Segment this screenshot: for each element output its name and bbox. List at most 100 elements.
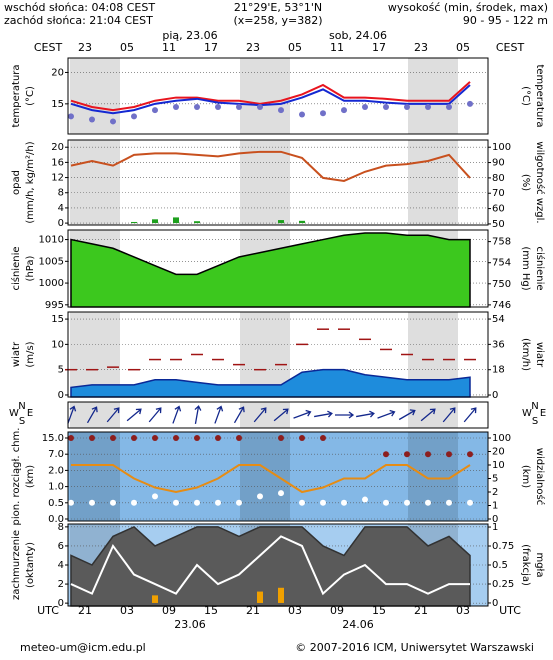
y-axis-label: (km): [25, 465, 36, 488]
data-point: [194, 435, 200, 441]
data-point: [278, 490, 284, 497]
y2-axis-label: (km/h): [520, 338, 531, 371]
hour-label: 03: [120, 604, 134, 617]
data-point: [404, 499, 410, 506]
data-bar: [131, 221, 137, 224]
compass-letter: N: [18, 401, 25, 412]
data-point: [299, 499, 305, 506]
coords: 21°29'E, 53°1'N: [234, 1, 322, 14]
y-tick-label: 15: [51, 99, 64, 110]
night-band: [240, 58, 290, 134]
data-point: [425, 451, 431, 458]
wind-arrow: [194, 405, 202, 424]
data-point: [173, 499, 179, 506]
panel-frame: [67, 523, 489, 607]
data-point: [299, 111, 305, 118]
hour-label: 17: [372, 41, 386, 54]
compass-letter: S: [532, 416, 538, 427]
y-tick-label: 7.0: [48, 449, 64, 460]
data-line: [70, 150, 471, 182]
wind-arrow: [398, 409, 416, 421]
date-label: 23.06: [174, 618, 206, 631]
data-point: [467, 499, 473, 506]
y-tick-label: 4: [58, 560, 64, 571]
data-point: [341, 499, 347, 506]
wind-arrow: [273, 408, 289, 422]
y-tick-label: 20: [51, 67, 64, 78]
data-point: [68, 499, 74, 506]
y-tick-label: 15.0: [42, 433, 64, 444]
hour-label: 23: [246, 41, 260, 54]
night-band: [70, 402, 120, 428]
data-point: [68, 435, 74, 441]
y2-tick-label: 80: [492, 173, 505, 184]
y-tick-label: 2.0: [48, 465, 64, 476]
data-point: [173, 435, 179, 441]
hour-label: 15: [372, 604, 386, 617]
data-point: [320, 499, 326, 506]
data-point: [404, 451, 410, 458]
data-point: [131, 113, 137, 120]
compass-letter: S: [19, 416, 25, 427]
data-point: [173, 103, 179, 110]
y2-tick-label: 0.5: [492, 560, 508, 571]
y2-tick-label: 100: [492, 142, 511, 153]
data-point: [236, 499, 242, 506]
data-point: [257, 103, 263, 110]
data-bar: [299, 220, 305, 224]
data-line: [71, 464, 471, 494]
data-point: [278, 107, 284, 114]
y-axis-label: (oktanty): [25, 542, 36, 588]
wind-arrow: [377, 409, 396, 419]
hour-label: 23: [78, 41, 92, 54]
y-tick-label: 15: [51, 314, 64, 325]
hour-label: 21: [246, 604, 260, 617]
y-axis-label: pion. rozciągł. chm.: [11, 428, 22, 526]
data-point: [236, 435, 242, 441]
y-tick-label: 4: [58, 203, 64, 214]
y2-tick-label: 0.25: [492, 579, 514, 590]
y2-axis-label: mgła: [534, 552, 545, 577]
y2-tick-label: 0: [492, 514, 498, 525]
panel-frame: [67, 311, 489, 398]
night-band: [240, 140, 290, 225]
y-tick-label: 0: [58, 390, 64, 401]
data-point: [152, 493, 158, 500]
panel: 0 2 4 6 8 zachmurzenie (oktanty) 0 0.25 0.5 0.75 1 (…: [11, 522, 545, 609]
y-tick-label: 1010: [39, 235, 64, 246]
y2-tick-label: 20: [492, 447, 505, 458]
y2-axis-label: (km): [520, 465, 531, 488]
data-point: [110, 435, 116, 441]
night-band: [408, 432, 458, 521]
hour-label: 05: [456, 41, 470, 54]
hour-label: 11: [330, 41, 344, 54]
hour-label: 21: [414, 604, 428, 617]
y2-tick-label: 36: [492, 339, 505, 350]
y-axis-label: zachmurzenie: [11, 530, 22, 600]
data-line: [70, 84, 471, 115]
data-point: [68, 113, 74, 120]
hour-label: 03: [288, 604, 302, 617]
data-bar: [278, 220, 284, 224]
sunrise: wschód słońca: 04:08 CEST: [4, 1, 155, 14]
data-point: [362, 496, 368, 503]
data-point: [341, 107, 347, 114]
wind-arrow: [233, 406, 245, 424]
night-band: [408, 58, 458, 134]
wind-arrow: [148, 407, 162, 423]
y2-tick-label: 0: [492, 390, 498, 401]
compass-letter: E: [540, 408, 546, 419]
panel-frame: [67, 431, 489, 522]
data-area: [70, 232, 471, 308]
y-tick-label: 8: [58, 522, 64, 533]
copyright: © 2007-2016 ICM, Uniwersytet Warszawski: [295, 641, 534, 654]
data-bar: [257, 591, 263, 603]
hour-label: 03: [456, 604, 470, 617]
y2-tick-label: 0: [492, 598, 498, 609]
data-point: [131, 435, 137, 441]
night-band: [240, 432, 290, 521]
